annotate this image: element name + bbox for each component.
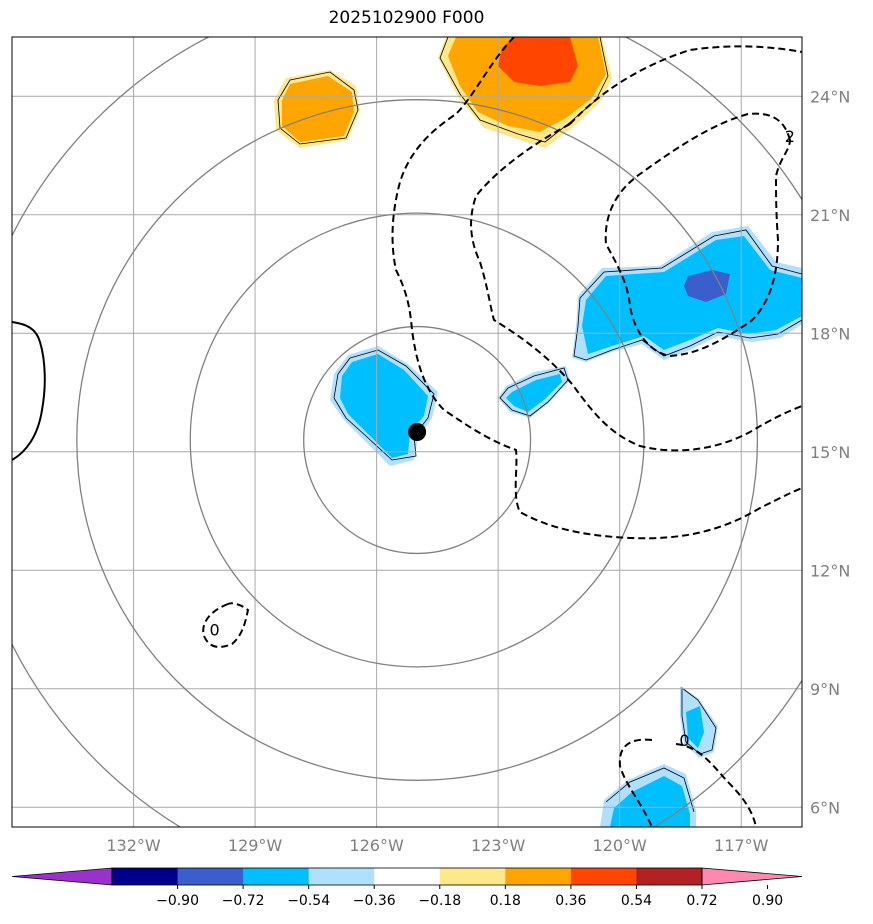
shaded-region xyxy=(610,776,690,827)
colorbar: −0.90 −0.72 −0.54 −0.36 −0.18 0.18 0.36 0.54 0.7… xyxy=(11,867,803,909)
plot-frame xyxy=(11,36,803,828)
y-tick-label: 15°N xyxy=(810,443,850,462)
y-tick-label: 12°N xyxy=(810,561,850,580)
x-tick-label: 129°W xyxy=(228,836,283,855)
colorbar-tick-label: 0.90 xyxy=(752,893,783,909)
colorbar-segment xyxy=(570,868,637,885)
colorbar-tick-label: −0.36 xyxy=(353,893,396,909)
y-axis: 6°N 9°N 12°N 15°N 18°N 21°N 24°N xyxy=(810,87,850,817)
y-tick-label: 6°N xyxy=(810,798,840,817)
colorbar-tick-label: −0.18 xyxy=(418,893,461,909)
shaded-region xyxy=(498,37,578,86)
range-ring xyxy=(189,212,645,668)
y-tick-label: 9°N xyxy=(810,680,840,699)
shaded-outline xyxy=(439,37,609,143)
colorbar-segment xyxy=(308,868,375,885)
plot-area: 0 0 2 xyxy=(12,37,802,827)
colorbar-segment xyxy=(112,868,179,885)
dashed-contour xyxy=(470,123,802,452)
shaded-outline xyxy=(333,349,435,461)
solid-contour xyxy=(12,321,46,461)
colorbar-frame xyxy=(111,867,703,886)
storm-center-marker xyxy=(408,423,427,441)
colorbar-segment xyxy=(177,868,244,885)
colorbar-extend-high xyxy=(701,867,803,886)
shaded-outline-layer xyxy=(277,37,802,813)
colorbar-tick-label: 0.18 xyxy=(490,893,521,909)
chart-title: 2025102900 F000 xyxy=(328,8,485,28)
shaded-outline xyxy=(681,687,717,755)
range-ring xyxy=(76,99,759,781)
colorbar-segment xyxy=(243,868,310,885)
shaded-region xyxy=(686,706,704,748)
colorbar-tick-label: −0.72 xyxy=(222,893,265,909)
dashed-contour xyxy=(391,37,802,540)
contour-label-layer: 0 0 2 xyxy=(209,127,794,750)
y-tick-label: 18°N xyxy=(810,324,850,343)
dashed-contour xyxy=(618,738,653,827)
x-tick-label: 126°W xyxy=(349,836,404,855)
x-tick-label: 132°W xyxy=(106,836,161,855)
dashed-contour xyxy=(675,743,757,827)
colorbar-extend-low xyxy=(11,867,113,886)
shaded-region xyxy=(506,374,562,412)
colorbar-segment xyxy=(439,868,506,885)
contour-label: 2 xyxy=(785,127,795,146)
colorbar-segment xyxy=(636,868,703,885)
x-tick-label: 120°W xyxy=(593,836,648,855)
x-tick-label: 117°W xyxy=(714,836,769,855)
shaded-outline xyxy=(605,767,695,813)
y-tick-label: 21°N xyxy=(810,206,850,225)
shaded-region xyxy=(684,270,730,302)
x-axis: 132°W 129°W 126°W 123°W 120°W 117°W xyxy=(106,836,768,855)
colorbar-segment xyxy=(505,868,572,885)
shaded-outline xyxy=(573,229,802,361)
shaded-outline xyxy=(277,71,359,145)
colorbar-segment xyxy=(374,868,441,885)
range-ring xyxy=(303,325,532,555)
dashed-contour xyxy=(604,112,791,358)
shaded-outline xyxy=(499,367,569,417)
range-rings xyxy=(12,37,802,827)
dashed-contour xyxy=(202,602,250,648)
dashed-contour-layer xyxy=(202,37,802,827)
y-tick-label: 24°N xyxy=(810,87,850,106)
contour-label: 0 xyxy=(209,621,219,640)
colorbar-tick-label: −0.54 xyxy=(287,893,330,909)
colorbar-tick-label: 0.72 xyxy=(686,893,717,909)
contour-label: 0 xyxy=(679,731,689,750)
colorbar-tick-label: 0.36 xyxy=(555,893,586,909)
colorbar-tick-label: 0.54 xyxy=(621,893,652,909)
shaded-region xyxy=(282,76,354,142)
x-tick-label: 123°W xyxy=(471,836,526,855)
grid-layer xyxy=(12,37,802,827)
shaded-region xyxy=(340,354,428,458)
dashed-contour xyxy=(569,45,802,125)
colorbar-tick-label: −0.90 xyxy=(156,893,199,909)
